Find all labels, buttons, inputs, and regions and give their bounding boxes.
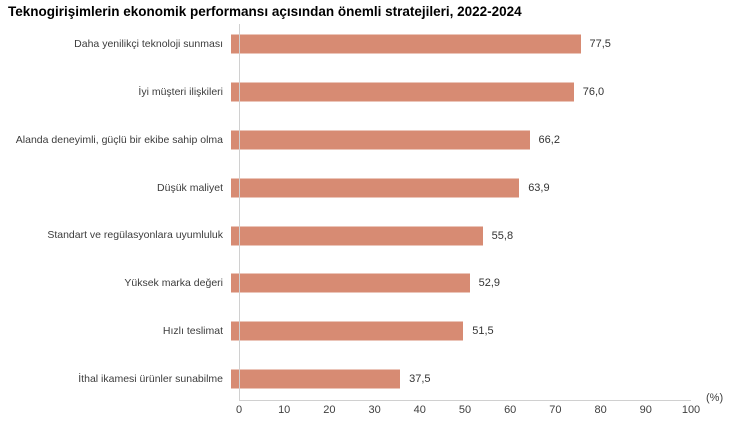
x-tick-label: 10 [278,404,291,416]
axis-unit-label: (%) [706,392,724,404]
bar-track: 66,2 [231,116,682,164]
bar [231,369,401,389]
bar [231,178,520,198]
plot-area: Daha yenilikçi teknoloji sunması 77,5 İyi … [0,20,750,403]
value-label: 66,2 [538,133,560,146]
bar-track: 52,9 [231,259,682,307]
x-tick-label: 80 [594,404,607,416]
bar [231,82,574,102]
bar-track: 37,5 [231,355,682,403]
category-label: Yüksek marka değeri [124,277,223,290]
y-axis-line [239,24,240,400]
value-label: 55,8 [491,229,514,242]
bar-row: Düşük maliyet 63,9 [0,164,750,212]
x-tick-label: 20 [323,404,336,416]
x-tick-label: 30 [368,404,381,416]
bar [231,226,483,245]
bar-row: Yüksek marka değeri 52,9 [0,259,750,307]
bar-track: 51,5 [231,307,682,355]
value-label: 77,5 [589,37,611,50]
x-tick-label: 100 [681,404,701,416]
x-axis-tick-labels: 0 10 20 30 40 50 60 70 80 90 100 [235,404,700,418]
category-label: Alanda deneyimli, güçlü bir ekibe sahip … [15,133,223,146]
value-label: 63,9 [528,181,550,194]
value-label: 52,9 [478,277,500,290]
category-label: Daha yenilikçi teknoloji sunması [74,37,223,50]
bar-row: Daha yenilikçi teknoloji sunması 77,5 [0,20,750,68]
x-tick-label: 60 [504,404,517,416]
x-tick-label: 70 [549,404,562,416]
bar-row: Standart ve regülasyonlara uyumluluk 55,8 [0,212,750,260]
category-label: Hızlı teslimat [162,325,223,338]
value-label: 76,0 [582,85,605,98]
bar [231,273,470,293]
value-label: 37,5 [409,373,431,386]
bar-row: Hızlı teslimat 51,5 [0,307,750,355]
bar-track: 76,0 [231,68,682,116]
bar [231,34,581,54]
bar-track: 55,8 [231,212,682,260]
bar-track: 77,5 [231,20,682,68]
bar [231,321,464,341]
x-axis-line [239,400,691,401]
x-tick-label: 50 [458,404,472,416]
x-tick-label: 0 [235,404,243,416]
category-label: İyi müşteri ilişkileri [138,85,223,98]
x-tick-label: 40 [413,404,426,416]
bar-track: 63,9 [231,164,682,212]
category-label: İthal ikamesi ürünler sunabilme [78,373,223,386]
bar-row: Alanda deneyimli, güçlü bir ekibe sahip … [0,116,750,164]
value-label: 51,5 [472,325,494,338]
bar [231,130,530,150]
bar-row: İyi müşteri ilişkileri 76,0 [0,68,750,116]
bar-row: İthal ikamesi ürünler sunabilme 37,5 [0,355,750,403]
category-label: Standart ve regülasyonlara uyumluluk [47,229,223,242]
category-label: Düşük maliyet [157,181,223,194]
x-tick-label: 90 [639,404,652,416]
chart-title: Teknogirişimlerin ekonomik performansı a… [8,4,522,19]
